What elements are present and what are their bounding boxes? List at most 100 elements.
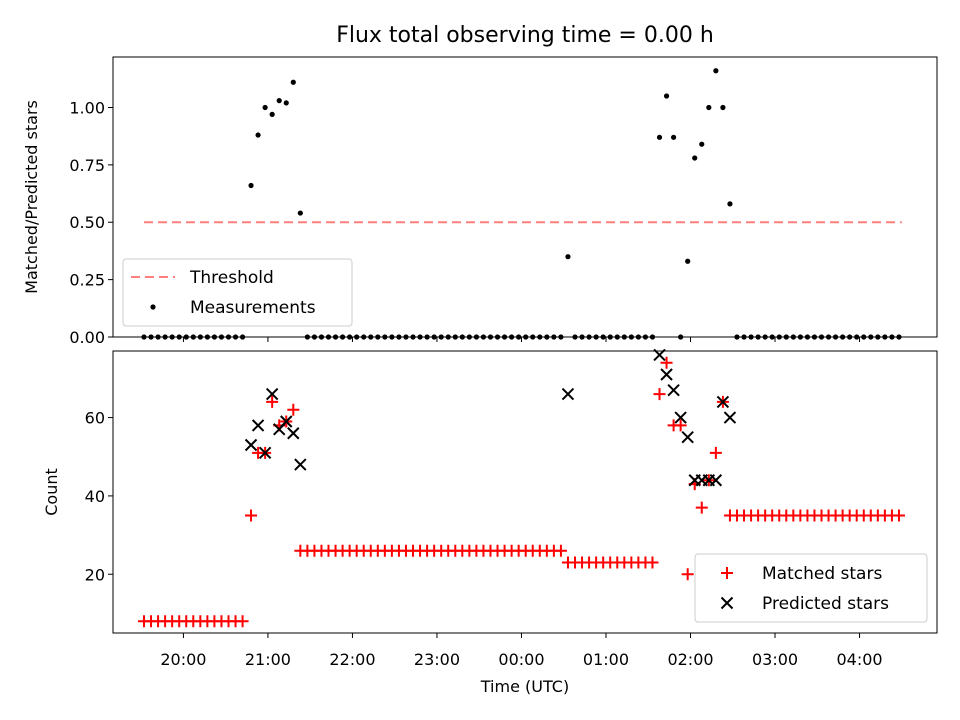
measurement-point [586,334,592,340]
measurement-point [501,334,508,340]
matched-stars-point [660,356,673,369]
x-tick-label: 04:00 [836,650,882,669]
legend-threshold-label: Threshold [189,268,274,288]
measurement-point [797,334,803,340]
measurement-point [248,182,254,189]
matched-stars-point [723,509,736,522]
measurement-point [558,334,564,340]
legend-measurements-label: Measurements [190,298,316,318]
matched-stars-point [266,395,279,408]
measurement-point [169,334,175,340]
x-tick-label: 21:00 [245,650,291,669]
x-tick-label: 03:00 [752,650,798,669]
bottom-panel: 20 40 60 Count 20:00 21:00 22:00 23:00 00:00 01:0… [42,348,938,696]
measurement-point [847,334,853,340]
measurement-point [572,334,578,340]
matched-stars-point [674,419,687,432]
measurement-point [225,334,232,340]
measurement-point [790,334,796,340]
matched-stars-point [646,556,659,569]
legend-predicted-swatch [720,596,734,610]
measurement-point [776,334,782,340]
measurement-point [452,334,458,340]
measurement-point [311,334,318,340]
measurement-point [811,334,818,340]
measurement-point [516,334,522,340]
measurement-point [579,334,585,340]
measurement-point [347,334,353,340]
measurement-point [438,334,444,340]
matched-stars-point [287,403,300,416]
measurement-point [762,334,768,340]
measurement-point [204,334,210,340]
measurement-point [190,334,196,340]
measurement-point [218,334,225,340]
measurement-point [466,334,472,340]
x-tick-label: 22:00 [329,650,375,669]
measurement-point [368,334,374,340]
measurement-point [325,334,332,340]
measurement-point [375,334,381,340]
x-tick-label: 02:00 [667,650,713,669]
measurement-point [875,334,881,340]
predicted-stars-point [258,446,272,460]
measurement-point [155,334,161,340]
predicted-stars-point [280,415,293,428]
top-y-tick-label: 0.00 [69,328,105,347]
measurement-point [734,334,740,340]
measurement-point [656,134,663,140]
measurement-point [304,334,310,340]
measurement-point [424,334,430,340]
measurement-point [262,104,268,111]
matched-stars-point [245,509,258,522]
matched-stars-point [236,615,249,628]
measurement-point [861,334,867,340]
measurement-point [297,210,303,216]
measurement-point [720,104,726,111]
measurement-point [239,334,246,340]
measurement-point [290,79,296,85]
measurement-point [417,334,423,340]
measurement-point [523,334,529,340]
measurement-point [509,334,515,340]
matched-stars-point [892,509,905,522]
bottom-legend: Matched stars Predicted stars [694,553,928,623]
measurement-point [269,111,275,117]
bottom-frame [112,350,938,634]
measurement-point [868,334,874,340]
measurement-point [593,334,599,340]
measurement-point [832,334,839,340]
measurement-point [783,334,789,340]
predicted-stars-point [681,430,694,444]
predicted-stars-point [287,427,300,440]
measurement-point [628,334,634,340]
measurement-point [755,334,761,340]
measurement-point [396,334,402,340]
measurement-point [530,334,536,340]
measurement-point [459,334,465,340]
measurement-point [148,334,154,340]
matched-stars-point [681,568,694,581]
top-y-tick-label: 0.50 [69,213,105,232]
measurement-point [649,334,656,340]
matched-stars-point [294,544,307,557]
legend-measurements-swatch [150,304,156,310]
measurement-point [339,334,346,340]
top-y-axis-label: Matched/Predicted stars [22,100,41,294]
x-tick-label: 23:00 [414,650,460,669]
x-tick-label: 01:00 [583,650,629,669]
x-tick-label: 00:00 [498,650,544,669]
bottom-legend-box [694,553,928,623]
measurement-point [678,334,684,340]
measurement-point [889,334,895,340]
legend-matched-swatch [721,567,733,579]
measurement-point [283,100,289,106]
matched-stars-point [695,501,708,514]
bottom-y-tick-label: 60 [85,409,105,428]
measurement-point [818,334,825,340]
measurement-point [551,334,557,340]
top-y-tick-label: 0.75 [69,156,105,175]
predicted-stars-point [294,458,307,471]
measurement-point [692,155,698,161]
predicted-stars-point [723,411,737,424]
